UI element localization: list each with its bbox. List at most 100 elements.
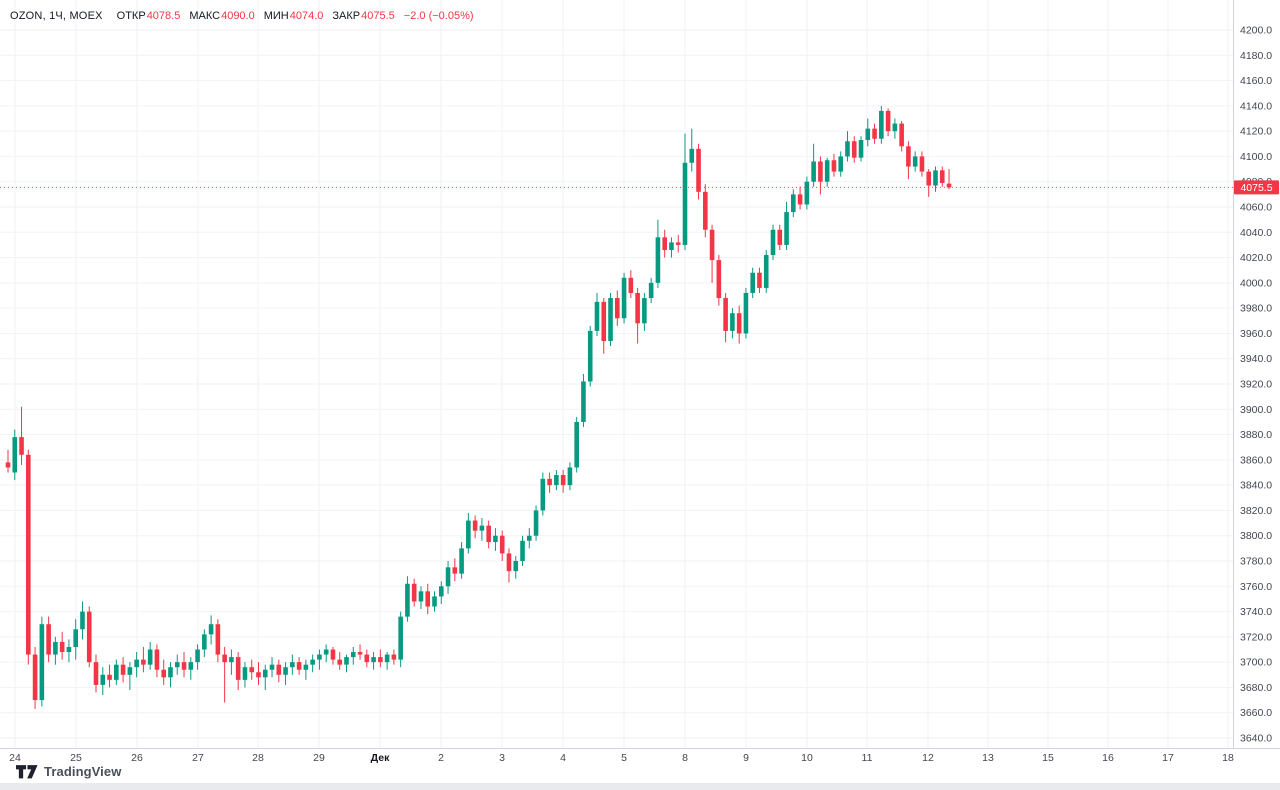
candle bbox=[723, 298, 728, 331]
candle bbox=[919, 156, 925, 172]
candle bbox=[628, 277, 634, 293]
price-tick-label: 4040.0 bbox=[1240, 227, 1272, 239]
candle bbox=[262, 669, 268, 678]
candle bbox=[371, 657, 376, 663]
candle bbox=[438, 586, 444, 597]
candle bbox=[493, 535, 498, 543]
candle bbox=[459, 548, 464, 574]
candle bbox=[5, 462, 11, 468]
candle bbox=[696, 148, 701, 192]
candle bbox=[147, 649, 153, 665]
candle bbox=[858, 139, 864, 158]
candle bbox=[296, 662, 302, 670]
candle bbox=[59, 641, 65, 653]
candle bbox=[269, 664, 275, 670]
candle bbox=[581, 381, 586, 422]
candle bbox=[709, 229, 715, 261]
candle bbox=[303, 664, 309, 670]
candle bbox=[161, 669, 167, 678]
candle bbox=[763, 255, 769, 288]
candle bbox=[181, 662, 187, 670]
candle bbox=[615, 298, 620, 319]
candle bbox=[797, 194, 803, 205]
bottom-strip bbox=[0, 783, 1280, 790]
time-tick-label: 28 bbox=[252, 752, 264, 764]
price-tick-label: 3780.0 bbox=[1240, 556, 1272, 568]
candle bbox=[19, 437, 24, 455]
tradingview-logo-link[interactable]: TradingView bbox=[16, 764, 121, 779]
candle bbox=[127, 667, 133, 675]
candle bbox=[574, 421, 579, 468]
candle bbox=[811, 161, 816, 182]
time-axis[interactable] bbox=[0, 748, 1280, 768]
candle bbox=[520, 540, 525, 562]
low-item: МИН4074.0 bbox=[264, 10, 324, 22]
price-tick-label: 3940.0 bbox=[1240, 353, 1272, 365]
candle bbox=[202, 634, 207, 650]
candle bbox=[899, 123, 904, 147]
candle bbox=[743, 292, 749, 334]
candle bbox=[804, 181, 810, 205]
candle bbox=[283, 667, 288, 675]
candle bbox=[317, 654, 322, 660]
candle bbox=[235, 657, 241, 680]
price-tick-label: 3980.0 bbox=[1240, 303, 1272, 315]
candle bbox=[594, 301, 600, 331]
candle bbox=[378, 657, 383, 663]
price-tick-label: 3720.0 bbox=[1240, 631, 1272, 643]
time-tick-label: 13 bbox=[982, 752, 994, 764]
candle bbox=[865, 128, 871, 140]
candle bbox=[384, 654, 390, 663]
candle bbox=[32, 654, 38, 701]
candle bbox=[154, 649, 160, 670]
candle bbox=[906, 146, 911, 167]
candle bbox=[93, 662, 99, 685]
candle bbox=[350, 652, 356, 658]
open-label: ОТКР bbox=[116, 10, 146, 22]
high-item: МАКС4090.0 bbox=[189, 10, 254, 22]
candle bbox=[838, 156, 844, 172]
candle bbox=[249, 667, 255, 673]
candle bbox=[554, 475, 559, 486]
price-axis[interactable] bbox=[1233, 0, 1280, 748]
price-tick-label: 3960.0 bbox=[1240, 328, 1272, 340]
candle bbox=[750, 272, 755, 293]
candle bbox=[824, 160, 830, 182]
time-tick-label: 18 bbox=[1222, 752, 1234, 764]
candle bbox=[655, 237, 661, 283]
candle bbox=[736, 313, 742, 334]
high-label: МАКС bbox=[189, 10, 221, 22]
ohlc-legend: OZON, 1Ч, MOEX ОТКР4078.5 МАКС4090.0 МИН… bbox=[10, 8, 474, 24]
price-tick-label: 3660.0 bbox=[1240, 707, 1272, 719]
candle bbox=[689, 148, 695, 163]
candle bbox=[242, 667, 248, 680]
candle bbox=[66, 646, 72, 653]
candle bbox=[540, 478, 546, 511]
candle bbox=[872, 128, 877, 139]
time-tick-label: 12 bbox=[922, 752, 934, 764]
price-tick-label: 4120.0 bbox=[1240, 126, 1272, 138]
time-tick-label: 17 bbox=[1162, 752, 1174, 764]
candle bbox=[208, 624, 214, 635]
candle bbox=[662, 237, 667, 250]
candle bbox=[222, 654, 227, 663]
candle bbox=[141, 659, 146, 665]
candle bbox=[168, 667, 173, 678]
candle bbox=[86, 611, 92, 663]
price-tick-label: 4160.0 bbox=[1240, 75, 1272, 87]
candle bbox=[418, 591, 424, 602]
candle bbox=[46, 624, 51, 655]
low-value: 4074.0 bbox=[289, 10, 324, 22]
symbol-title[interactable]: OZON, 1Ч, MOEX bbox=[10, 10, 103, 22]
candle bbox=[114, 664, 119, 680]
candle bbox=[608, 298, 613, 342]
candle bbox=[675, 242, 681, 245]
candle bbox=[452, 567, 458, 574]
price-tick-label: 3760.0 bbox=[1240, 581, 1272, 593]
candle bbox=[513, 561, 519, 572]
candle bbox=[479, 525, 485, 531]
candle bbox=[229, 657, 234, 663]
time-tick-label: 16 bbox=[1102, 752, 1114, 764]
